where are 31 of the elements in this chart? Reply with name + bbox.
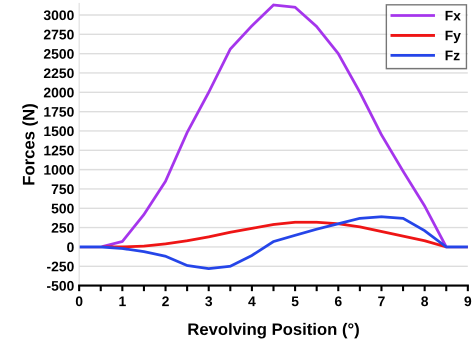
y-tick-label: 1250: [44, 146, 74, 156]
line-series: [79, 215, 468, 270]
x-tick-label: 4: [248, 296, 256, 306]
legend-label: Fy: [446, 30, 461, 44]
y-tick-label: 2750: [44, 30, 74, 40]
x-tick-label: 5: [292, 296, 299, 306]
y-tick-label: 1000: [44, 164, 74, 175]
y-tick-label: 2000: [44, 88, 74, 98]
legend-label: Fz: [446, 50, 460, 60]
y-tick-label: -250: [47, 262, 74, 272]
y-tick-label: 3000: [44, 10, 74, 20]
y-tick-label: 0: [67, 242, 74, 252]
x-tick-label: 1: [119, 296, 126, 306]
x-tick-label: 3: [205, 296, 212, 306]
y-tick-label: 1500: [44, 126, 74, 136]
x-tick-label: 9: [464, 296, 472, 306]
y-tick-label: 250: [52, 222, 74, 233]
x-tick-label: 8: [421, 296, 428, 306]
x-axis-title: Revolving Position (°): [188, 322, 359, 338]
x-tick-label: 6: [334, 296, 342, 306]
y-tick-label: 750: [52, 184, 74, 194]
y-tick-label: 2500: [44, 48, 74, 59]
y-tick-label: 500: [52, 204, 74, 214]
legend-label: Fx: [446, 10, 461, 20]
y-tick-label: -500: [47, 280, 74, 291]
x-tick-label: 7: [378, 296, 385, 306]
x-tick-label: 0: [76, 296, 82, 306]
y-tick-label: 1750: [44, 106, 74, 117]
y-axis-title: Forces (N): [22, 104, 38, 185]
y-tick-label: 2250: [44, 68, 74, 78]
x-tick-label: 2: [162, 296, 169, 306]
